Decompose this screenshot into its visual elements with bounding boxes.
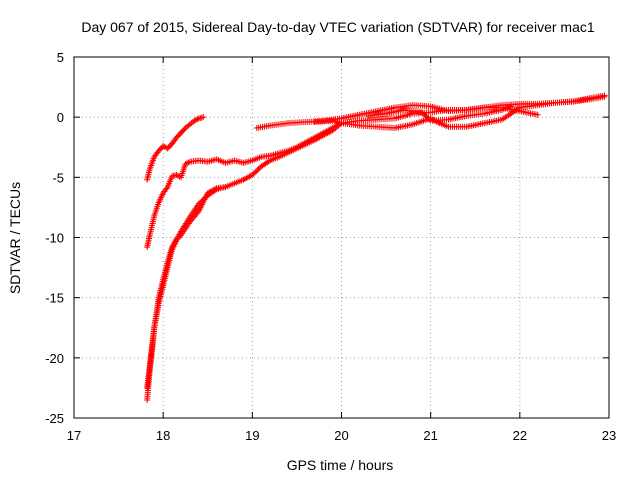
y-tick-label: 5 [57, 50, 64, 65]
y-tick-labels: -25 -20 -15 -10 -5 0 5 [45, 50, 64, 426]
series-arc-g [365, 103, 514, 124]
y-tick-label: 0 [57, 110, 64, 125]
series-arc-a [144, 114, 207, 183]
x-tick-label: 21 [423, 428, 437, 443]
x-tick-label: 19 [245, 428, 259, 443]
data-point [426, 116, 433, 123]
chart-title: Day 067 of 2015, Sidereal Day-to-day VTE… [81, 19, 594, 35]
data-point [265, 158, 272, 165]
series-arc-f [311, 93, 608, 131]
data-points [144, 92, 608, 403]
data-point [212, 187, 219, 194]
y-tick-label: -25 [45, 411, 64, 426]
x-tick-label: 18 [156, 428, 170, 443]
x-tick-label: 17 [67, 428, 81, 443]
data-point [222, 183, 229, 190]
y-tick-label: -15 [45, 291, 64, 306]
data-point [200, 114, 207, 121]
x-tick-label: 23 [602, 428, 616, 443]
data-point [507, 103, 514, 110]
x-tick-label: 22 [513, 428, 527, 443]
data-point [601, 93, 608, 100]
x-axis-label: GPS time / hours [287, 457, 394, 473]
y-tick-label: -5 [52, 170, 64, 185]
x-tick-label: 20 [334, 428, 348, 443]
x-tick-labels: 17 18 19 20 21 22 23 [67, 428, 616, 443]
y-axis-label: SDTVAR / TECUs [7, 182, 23, 294]
axis-ticks [73, 56, 610, 419]
y-tick-label: -10 [45, 231, 64, 246]
data-point [194, 116, 201, 123]
series-arc-d [144, 183, 229, 391]
data-point [534, 111, 541, 118]
y-tick-label: -20 [45, 351, 64, 366]
data-point [185, 159, 192, 166]
